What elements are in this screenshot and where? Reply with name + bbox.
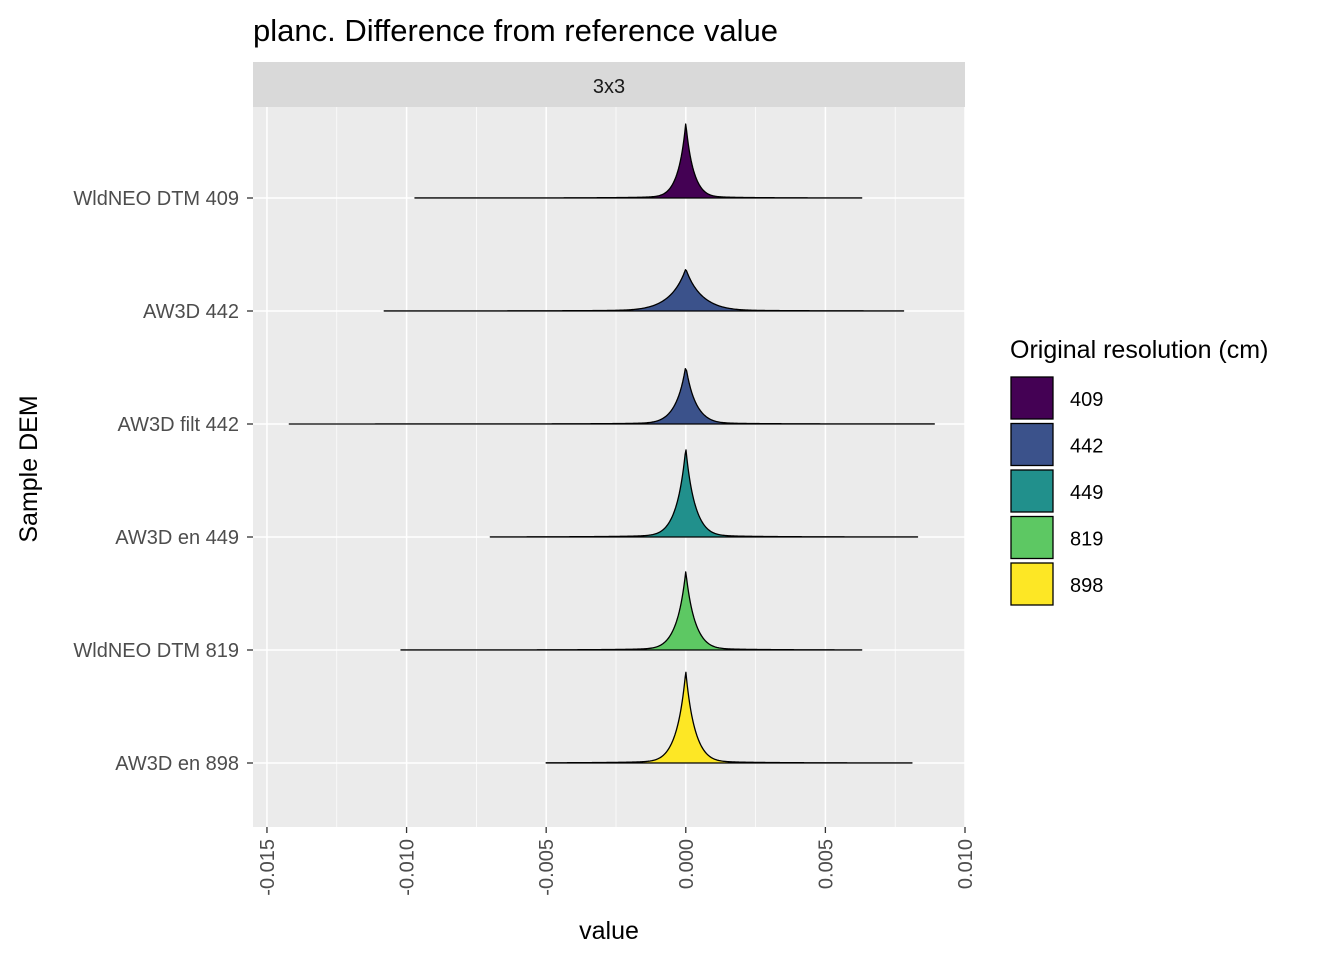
- ridge-aw3d-filt-442: [288, 367, 935, 425]
- ridge-wldneo-dtm-409: [414, 123, 863, 199]
- ridge-aw3d-442: [383, 269, 905, 312]
- legend-label: 898: [1070, 575, 1103, 597]
- legend-label: 819: [1070, 529, 1103, 551]
- y-tick-label: WldNEO DTM 819: [73, 640, 239, 662]
- legend-swatch: [1010, 376, 1054, 420]
- legend-label: 442: [1070, 436, 1103, 458]
- x-tick-label: -0.015: [257, 839, 279, 896]
- y-tick-label: AW3D en 898: [115, 753, 239, 775]
- x-axis-ticks: -0.015 -0.010 -0.005 0.000 0.005 0.010: [257, 827, 977, 896]
- ridge-aw3d-en-898: [545, 671, 913, 764]
- x-tick-label: 0.010: [955, 839, 977, 889]
- x-axis-title: value: [579, 917, 639, 945]
- y-axis-ticks: WldNEO DTM 409 AW3D 442 AW3D filt 442 AW3D …: [73, 188, 253, 775]
- legend-swatch: [1010, 422, 1054, 467]
- x-tick-label: -0.010: [397, 839, 419, 896]
- facet-strip: [253, 62, 965, 107]
- legend-swatch: [1010, 469, 1054, 513]
- plot-panel: [253, 107, 965, 827]
- legend-title: Original resolution (cm): [1010, 336, 1268, 364]
- ridge-wldneo-dtm-819: [400, 571, 863, 651]
- ridges: [288, 123, 935, 764]
- legend: 409 442 449 819 898: [1010, 376, 1103, 606]
- x-tick-label: -0.005: [536, 839, 558, 896]
- x-tick-label: 0.000: [676, 839, 698, 889]
- ridge-aw3d-en-449: [489, 449, 919, 538]
- y-tick-label: WldNEO DTM 409: [73, 188, 239, 210]
- legend-label: 409: [1070, 389, 1103, 411]
- facet-strip-label: 3x3: [593, 76, 625, 98]
- y-axis-title: Sample DEM: [15, 395, 43, 542]
- y-tick-label: AW3D filt 442: [117, 414, 239, 436]
- y-tick-label: AW3D 442: [143, 301, 239, 323]
- legend-swatch: [1010, 515, 1054, 560]
- chart-title: planc. Difference from reference value: [253, 13, 778, 48]
- x-tick-label: 0.005: [815, 839, 837, 889]
- y-tick-label: AW3D en 449: [115, 527, 239, 549]
- legend-label: 449: [1070, 482, 1103, 504]
- legend-swatch: [1010, 562, 1054, 606]
